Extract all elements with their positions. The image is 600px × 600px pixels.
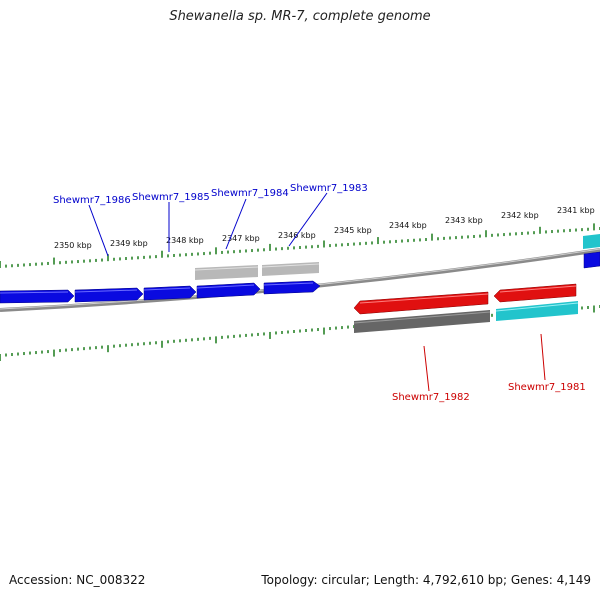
gene-label-shewmr7-1984[interactable]: Shewmr7_1984 [211, 188, 289, 199]
gene-arrow-shewmr7-1981[interactable] [493, 283, 577, 303]
tick-label: 2349 kbp [110, 239, 148, 248]
gray-highlight [261, 263, 320, 268]
leader-line [288, 192, 328, 247]
gray-highlight [353, 311, 491, 324]
gene-highlight [359, 293, 489, 304]
reverse-leader-lines [423, 333, 546, 392]
tick-label: 2344 kbp [389, 221, 427, 230]
gene-label-shewmr7-1986[interactable]: Shewmr7_1986 [53, 195, 131, 206]
genome-title: Shewanella sp. MR-7, complete genome [169, 9, 431, 24]
leader-line [423, 345, 430, 392]
gray-features-upper [194, 262, 320, 280]
gene-highlight [263, 282, 314, 286]
gene-label-shewmr7-1981[interactable]: Shewmr7_1981 [508, 382, 586, 393]
gene-arrow-shewmr7-1986[interactable] [0, 289, 75, 304]
gene-arrow-shewmr7-1982[interactable] [353, 291, 489, 315]
upper-tick-ring [0, 223, 600, 268]
forward-leader-lines [88, 192, 328, 257]
reverse-genes [353, 283, 577, 315]
genome-summary-text: Topology: circular; Length: 4,792,610 bp… [261, 573, 591, 587]
gene-label-shewmr7-1982[interactable]: Shewmr7_1982 [392, 392, 470, 403]
tick-label: 2348 kbp [166, 236, 204, 245]
tick-label: 2347 kbp [222, 234, 260, 243]
tick-label: 2341 kbp [557, 206, 595, 215]
gene-highlight [0, 291, 69, 294]
gray-highlight [194, 266, 259, 271]
dark-gray-feature[interactable] [354, 310, 490, 333]
forward-genes [0, 251, 600, 304]
tick-label: 2343 kbp [445, 216, 483, 225]
leader-line [540, 333, 546, 381]
accession-text: Accession: NC_008322 [9, 573, 146, 587]
gene-label-shewmr7-1985[interactable]: Shewmr7_1985 [132, 192, 210, 203]
gray-feature[interactable] [262, 262, 319, 276]
tick-label: 2350 kbp [54, 241, 92, 250]
features-lower [353, 301, 579, 333]
cyan-feature[interactable] [496, 301, 578, 321]
cyan-highlight [495, 302, 579, 312]
tick-label: 2345 kbp [334, 226, 372, 235]
cyan-feature-partial[interactable] [583, 234, 600, 249]
gene-arrow-partial-right[interactable] [583, 251, 600, 269]
leader-line [225, 198, 247, 250]
gene-highlight [143, 287, 191, 291]
leader-line [88, 204, 109, 257]
gene-label-shewmr7-1983[interactable]: Shewmr7_1983 [290, 183, 368, 194]
tick-label: 2342 kbp [501, 211, 539, 220]
gene-highlight [499, 285, 577, 293]
gene-highlight [74, 289, 138, 293]
gene-highlight [196, 284, 255, 289]
